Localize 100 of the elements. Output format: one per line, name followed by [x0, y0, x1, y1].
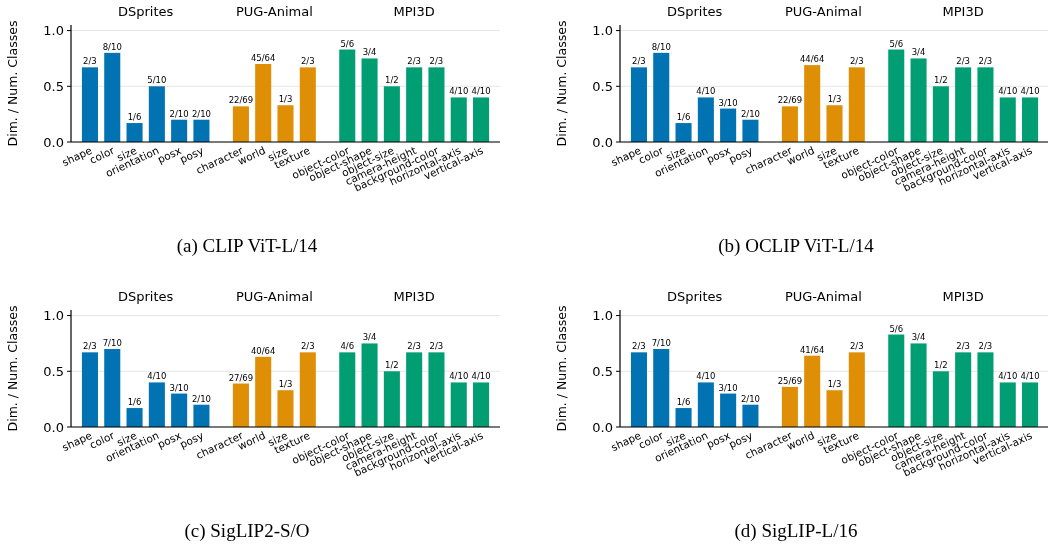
text: DSprites: [667, 4, 723, 19]
data-label: 1/6: [127, 397, 142, 408]
data-label: 3/4: [911, 332, 926, 343]
data-label: 2/10: [740, 393, 760, 404]
text: (b) OCLIP ViT-L/14: [718, 235, 875, 257]
y-tick-label: 1.0: [592, 308, 613, 324]
y-tick-label: 0.0: [592, 419, 613, 435]
y-axis-title: Dim. / Num. Classes: [554, 20, 569, 147]
data-label: 2/3: [407, 341, 421, 352]
data-label: 5/6: [889, 38, 904, 49]
data-label: 8/10: [651, 41, 671, 52]
data-label: 2/3: [429, 341, 444, 352]
text: DSprites: [667, 289, 723, 304]
data-label: 1/2: [385, 75, 399, 86]
text: PUG-Animal: [784, 4, 862, 19]
text: MPI3D: [393, 289, 435, 304]
text: DSprites: [118, 289, 174, 304]
data-label: 2/3: [978, 341, 993, 352]
data-label: 7/10: [651, 338, 671, 348]
y-tick-label: 0.0: [43, 134, 64, 150]
data-label: 3/4: [911, 47, 926, 58]
data-label: 4/6: [340, 341, 355, 352]
text: MPI3D: [393, 4, 435, 19]
data-label: 2/3: [632, 56, 646, 67]
data-label: 1/2: [934, 360, 948, 371]
data-label: 4/10: [1020, 86, 1040, 97]
data-label: 41/64: [799, 344, 825, 355]
text: (c) SigLIP2-S/O: [184, 520, 310, 542]
data-label: 2/10: [740, 108, 760, 119]
text: MPI3D: [942, 4, 984, 19]
data-label: 8/10: [102, 41, 122, 52]
data-label: 3/10: [169, 382, 189, 393]
data-label: 1/3: [278, 94, 293, 105]
data-label: 7/10: [102, 338, 122, 348]
y-tick-label: 0.5: [592, 78, 613, 94]
y-tick-label: 1.0: [592, 23, 613, 39]
data-label: 45/64: [250, 53, 276, 63]
data-label: 5/6: [340, 38, 355, 49]
data-label: 5/6: [889, 323, 904, 334]
data-label: 1/6: [676, 397, 691, 408]
data-label: 2/3: [429, 56, 444, 67]
data-label: 2/3: [956, 341, 970, 352]
data-label: 1/3: [827, 379, 842, 390]
text: PUG-Animal: [235, 4, 313, 19]
data-label: 2/3: [632, 341, 646, 352]
data-label: 22/69: [228, 95, 254, 106]
data-label: 5/10: [147, 75, 167, 86]
text: PUG-Animal: [784, 289, 862, 304]
data-label: 2/10: [169, 108, 189, 119]
data-label: 2/3: [978, 56, 993, 67]
data-label: 4/10: [449, 371, 469, 382]
data-label: 1/6: [127, 112, 142, 123]
data-label: 2/3: [300, 56, 315, 67]
text: DSprites: [118, 4, 174, 19]
data-label: 25/69: [777, 375, 803, 386]
data-label: 4/10: [998, 371, 1018, 382]
text: MPI3D: [942, 289, 984, 304]
data-label: 4/10: [696, 371, 716, 382]
data-label: 22/69: [777, 95, 803, 106]
data-label: 3/4: [362, 332, 377, 343]
y-axis-title: Dim. / Num. Classes: [5, 305, 20, 432]
data-label: 2/3: [83, 56, 97, 67]
data-label: 27/69: [228, 372, 254, 383]
text: PUG-Animal: [235, 289, 313, 304]
data-label: 2/10: [191, 393, 211, 404]
data-label: 4/10: [471, 86, 491, 97]
y-axis-title: Dim. / Num. Classes: [554, 305, 569, 432]
data-label: 1/3: [827, 94, 842, 105]
text: (a) CLIP ViT-L/14: [176, 235, 318, 257]
data-label: 1/6: [676, 112, 691, 123]
y-tick-label: 0.5: [43, 78, 64, 94]
data-label: 40/64: [250, 345, 276, 356]
text: (d) SigLIP-L/16: [734, 520, 858, 542]
data-label: 2/3: [300, 341, 315, 352]
data-label: 1/2: [385, 360, 399, 371]
data-label: 44/64: [799, 54, 825, 65]
data-label: 4/10: [147, 371, 167, 382]
data-label: 3/4: [362, 47, 377, 58]
y-tick-label: 0.5: [592, 363, 613, 379]
y-tick-label: 0.0: [43, 419, 64, 435]
y-tick-label: 0.0: [592, 134, 613, 150]
data-label: 4/10: [471, 371, 491, 382]
data-label: 2/10: [191, 108, 211, 119]
y-tick-label: 0.5: [43, 363, 64, 379]
data-label: 4/10: [998, 86, 1018, 97]
y-tick-label: 1.0: [43, 23, 64, 39]
data-label: 4/10: [696, 86, 716, 97]
y-tick-label: 1.0: [43, 308, 64, 324]
data-label: 4/10: [1020, 371, 1040, 382]
data-label: 2/3: [849, 56, 864, 67]
data-label: 1/2: [934, 75, 948, 86]
data-label: 2/3: [849, 341, 864, 352]
data-label: 4/10: [449, 86, 469, 97]
data-label: 1/3: [278, 379, 293, 390]
data-label: 2/3: [407, 56, 421, 67]
data-label: 2/3: [956, 56, 970, 67]
y-axis-title: Dim. / Num. Classes: [5, 20, 20, 147]
data-label: 2/3: [83, 341, 97, 352]
data-label: 3/10: [718, 382, 738, 393]
data-label: 3/10: [718, 97, 738, 108]
